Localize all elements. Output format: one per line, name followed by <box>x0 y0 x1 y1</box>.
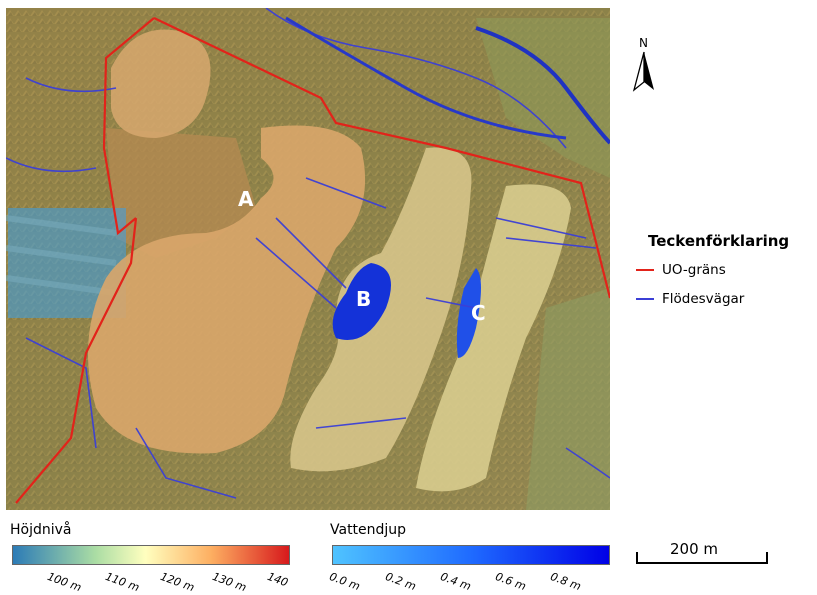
legend-item-uo-boundary: UO-gräns <box>636 261 726 279</box>
depth-tick-label: 0.6 m <box>493 570 528 594</box>
flow-paths <box>6 8 610 499</box>
north-arrow: N <box>632 36 656 92</box>
depth-tick-label: 0.2 m <box>383 570 418 594</box>
depth-color-ramp <box>332 545 610 565</box>
depth-tick-label: 0.0 m <box>327 570 362 594</box>
uo-boundary-swatch <box>636 269 654 271</box>
elevation-tick-label: 140 <box>265 570 290 590</box>
legend-item-label: UO-gräns <box>662 262 726 278</box>
uo-boundary <box>15 17 610 504</box>
pile-c <box>416 184 571 492</box>
pond-c <box>456 268 481 358</box>
legend-item-flow-paths: Flödesvägar <box>636 290 744 308</box>
label-area-b: B <box>356 287 371 311</box>
scale-bar-label: 200 m <box>670 540 719 558</box>
north-arrow-icon <box>632 51 654 92</box>
pond-b <box>332 263 391 340</box>
legend-item-label: Flödesvägar <box>662 291 745 307</box>
label-area-a: A <box>238 187 254 211</box>
elevation-tick-label: 110 m <box>103 570 142 595</box>
flow-paths-swatch <box>636 298 654 300</box>
label-area-c: C <box>471 301 486 325</box>
pile-a <box>88 125 366 454</box>
map-view[interactable]: A B C <box>6 8 610 510</box>
pile-north-west <box>111 29 211 138</box>
scale-bar <box>636 552 768 564</box>
elevation-tick-label: 130 m <box>210 570 249 595</box>
elevation-tick-label: 120 m <box>158 570 197 595</box>
elevation-ramp-title: Höjdnivå <box>10 522 72 538</box>
depth-tick-label: 0.4 m <box>438 570 473 594</box>
depth-ramp-title: Vattendjup <box>330 522 407 538</box>
elevation-tick-label: 100 m <box>45 570 84 595</box>
legend-title: Teckenförklaring <box>648 232 790 250</box>
depth-tick-label: 0.8 m <box>548 570 583 594</box>
north-label: N <box>639 36 648 50</box>
elevation-color-ramp <box>12 545 290 565</box>
